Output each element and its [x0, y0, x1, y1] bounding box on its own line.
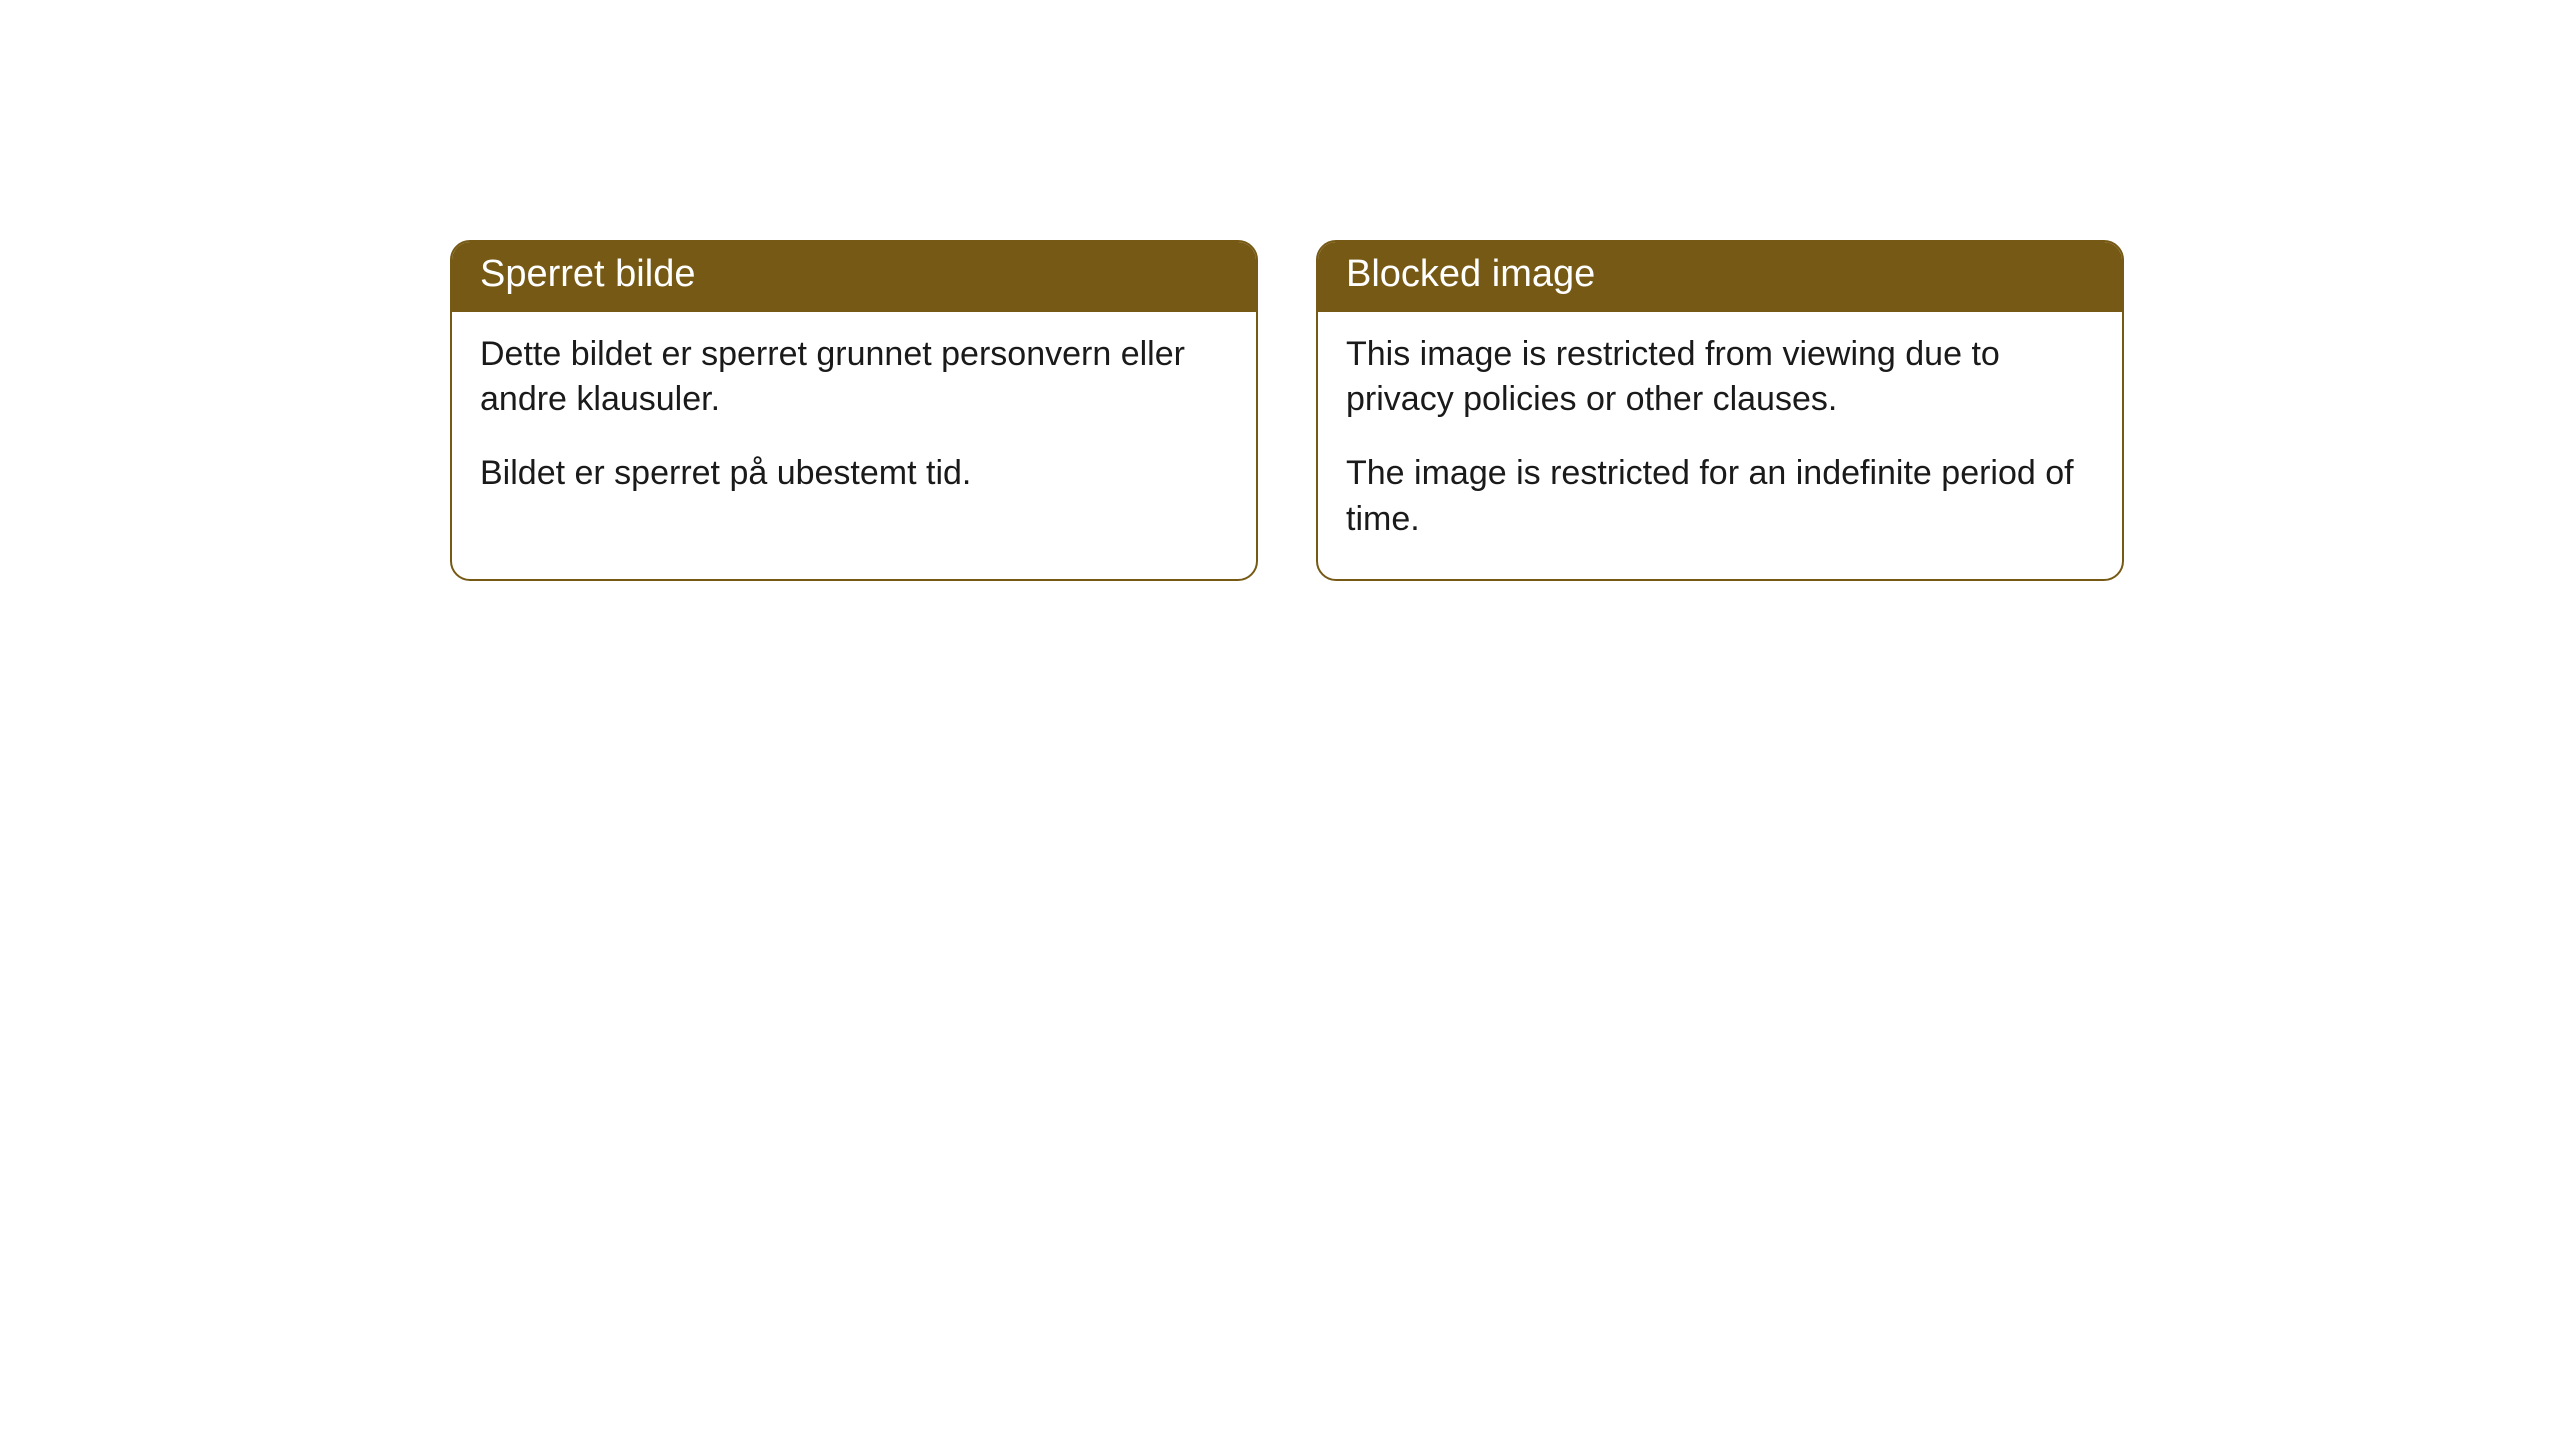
notice-card-norwegian: Sperret bilde Dette bildet er sperret gr…	[450, 240, 1258, 581]
card-header-english: Blocked image	[1318, 242, 2122, 312]
notice-card-english: Blocked image This image is restricted f…	[1316, 240, 2124, 581]
card-body-english: This image is restricted from viewing du…	[1318, 312, 2122, 580]
card-paragraph: Dette bildet er sperret grunnet personve…	[480, 332, 1228, 424]
card-paragraph: This image is restricted from viewing du…	[1346, 332, 2094, 424]
card-body-norwegian: Dette bildet er sperret grunnet personve…	[452, 312, 1256, 534]
card-header-norwegian: Sperret bilde	[452, 242, 1256, 312]
notice-cards-container: Sperret bilde Dette bildet er sperret gr…	[450, 240, 2560, 581]
card-paragraph: The image is restricted for an indefinit…	[1346, 451, 2094, 543]
card-paragraph: Bildet er sperret på ubestemt tid.	[480, 451, 1228, 497]
